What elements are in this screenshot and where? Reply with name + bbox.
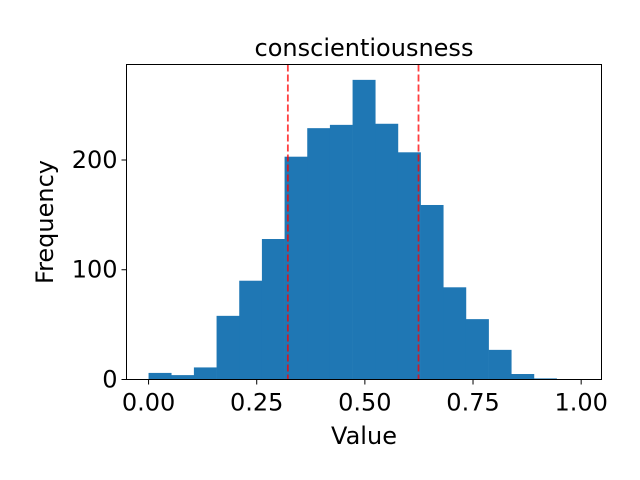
chart-title: conscientiousness — [255, 34, 474, 62]
x-tick-label: 0.75 — [446, 389, 499, 417]
histogram-bar — [148, 372, 172, 380]
histogram-bar — [352, 79, 376, 380]
histogram-bar — [420, 204, 444, 380]
histogram-bar — [216, 315, 240, 380]
histogram-bar — [375, 123, 399, 380]
y-tick-label: 100 — [72, 256, 118, 284]
histogram-bar — [397, 152, 421, 380]
axes-frame — [126, 64, 602, 380]
histogram-bar — [465, 319, 489, 380]
x-tick-label: 0.25 — [230, 389, 283, 417]
histogram-bar — [171, 375, 195, 380]
x-axis-label: Value — [331, 422, 397, 450]
x-tick-label: 1.00 — [554, 389, 607, 417]
y-axis: 0 100 200 — [72, 146, 127, 394]
reference-lines — [286, 64, 420, 380]
x-tick-label: 0.50 — [338, 389, 391, 417]
histogram-bar — [193, 367, 217, 380]
histogram-bar — [511, 374, 535, 380]
x-axis: 0.00 0.25 0.50 0.75 1.00 — [122, 379, 608, 417]
histogram-bar — [329, 124, 353, 380]
bars — [148, 79, 557, 380]
histogram-bar — [533, 378, 557, 380]
x-tick-label: 0.00 — [122, 389, 175, 417]
histogram-bar — [443, 287, 467, 380]
histogram-bar — [284, 156, 308, 380]
histogram-bar — [488, 349, 512, 380]
y-axis-label: Frequency — [31, 160, 59, 284]
histogram-bar — [261, 239, 285, 380]
y-tick-label: 0 — [102, 366, 117, 394]
histogram-bar — [239, 280, 263, 380]
y-tick-label: 200 — [72, 146, 118, 174]
histogram-bar — [307, 128, 331, 380]
